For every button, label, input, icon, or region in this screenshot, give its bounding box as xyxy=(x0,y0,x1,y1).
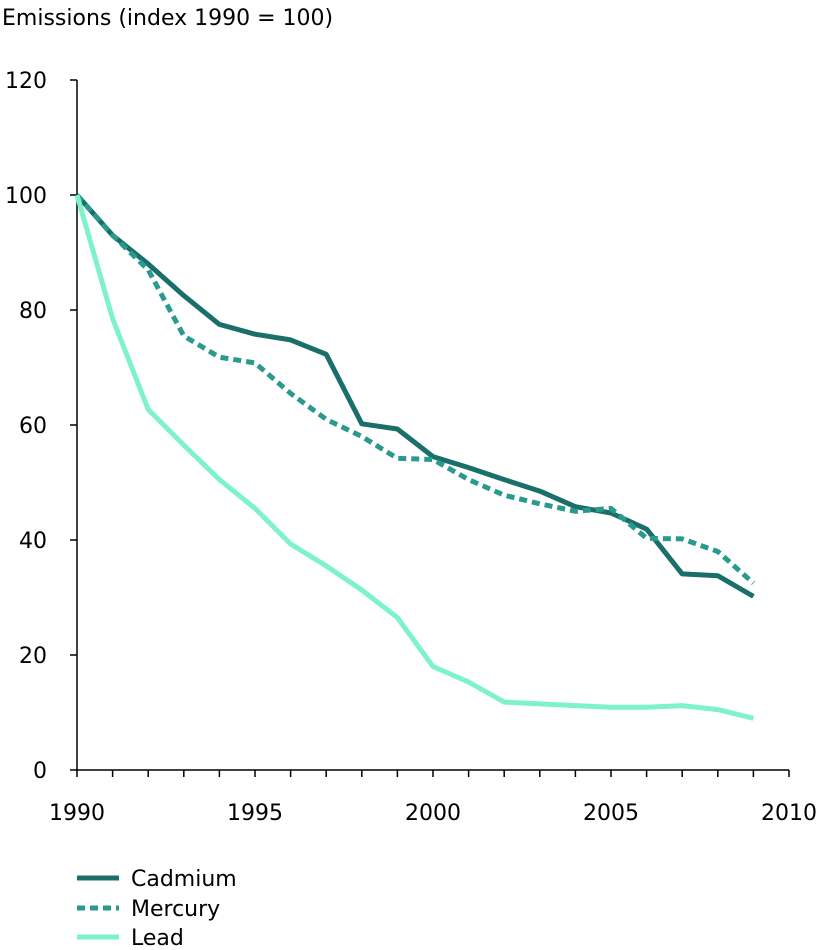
series-line-mercury xyxy=(75,193,756,585)
y-tick-label: 60 xyxy=(19,414,47,439)
legend-label-cadmium: Cadmium xyxy=(131,867,237,892)
y-tick-label: 40 xyxy=(19,529,47,554)
y-tick-label: 80 xyxy=(19,299,47,324)
x-tick-label: 1995 xyxy=(227,801,283,826)
y-axis-title: Emissions (index 1990 = 100) xyxy=(2,6,333,31)
axes: 0 20 40 60 80 100 120 1990 1995 2000 2005 2010 xyxy=(5,69,817,826)
series-lines xyxy=(74,193,756,721)
legend-label-lead: Lead xyxy=(131,926,184,950)
x-tick-label: 2005 xyxy=(583,801,639,826)
legend-label-mercury: Mercury xyxy=(131,897,220,922)
x-tick-label: 2010 xyxy=(761,801,817,826)
y-tick-label: 0 xyxy=(33,759,47,784)
y-tick-label: 100 xyxy=(5,184,47,209)
series-line-lead xyxy=(74,194,754,721)
x-tick-label: 2000 xyxy=(405,801,461,826)
x-tick-label: 1990 xyxy=(49,801,105,826)
y-tick-label: 120 xyxy=(5,69,47,94)
legend: Cadmium Mercury Lead xyxy=(77,867,237,950)
series-line-cadmium xyxy=(75,193,755,599)
y-tick-label: 20 xyxy=(19,644,47,669)
